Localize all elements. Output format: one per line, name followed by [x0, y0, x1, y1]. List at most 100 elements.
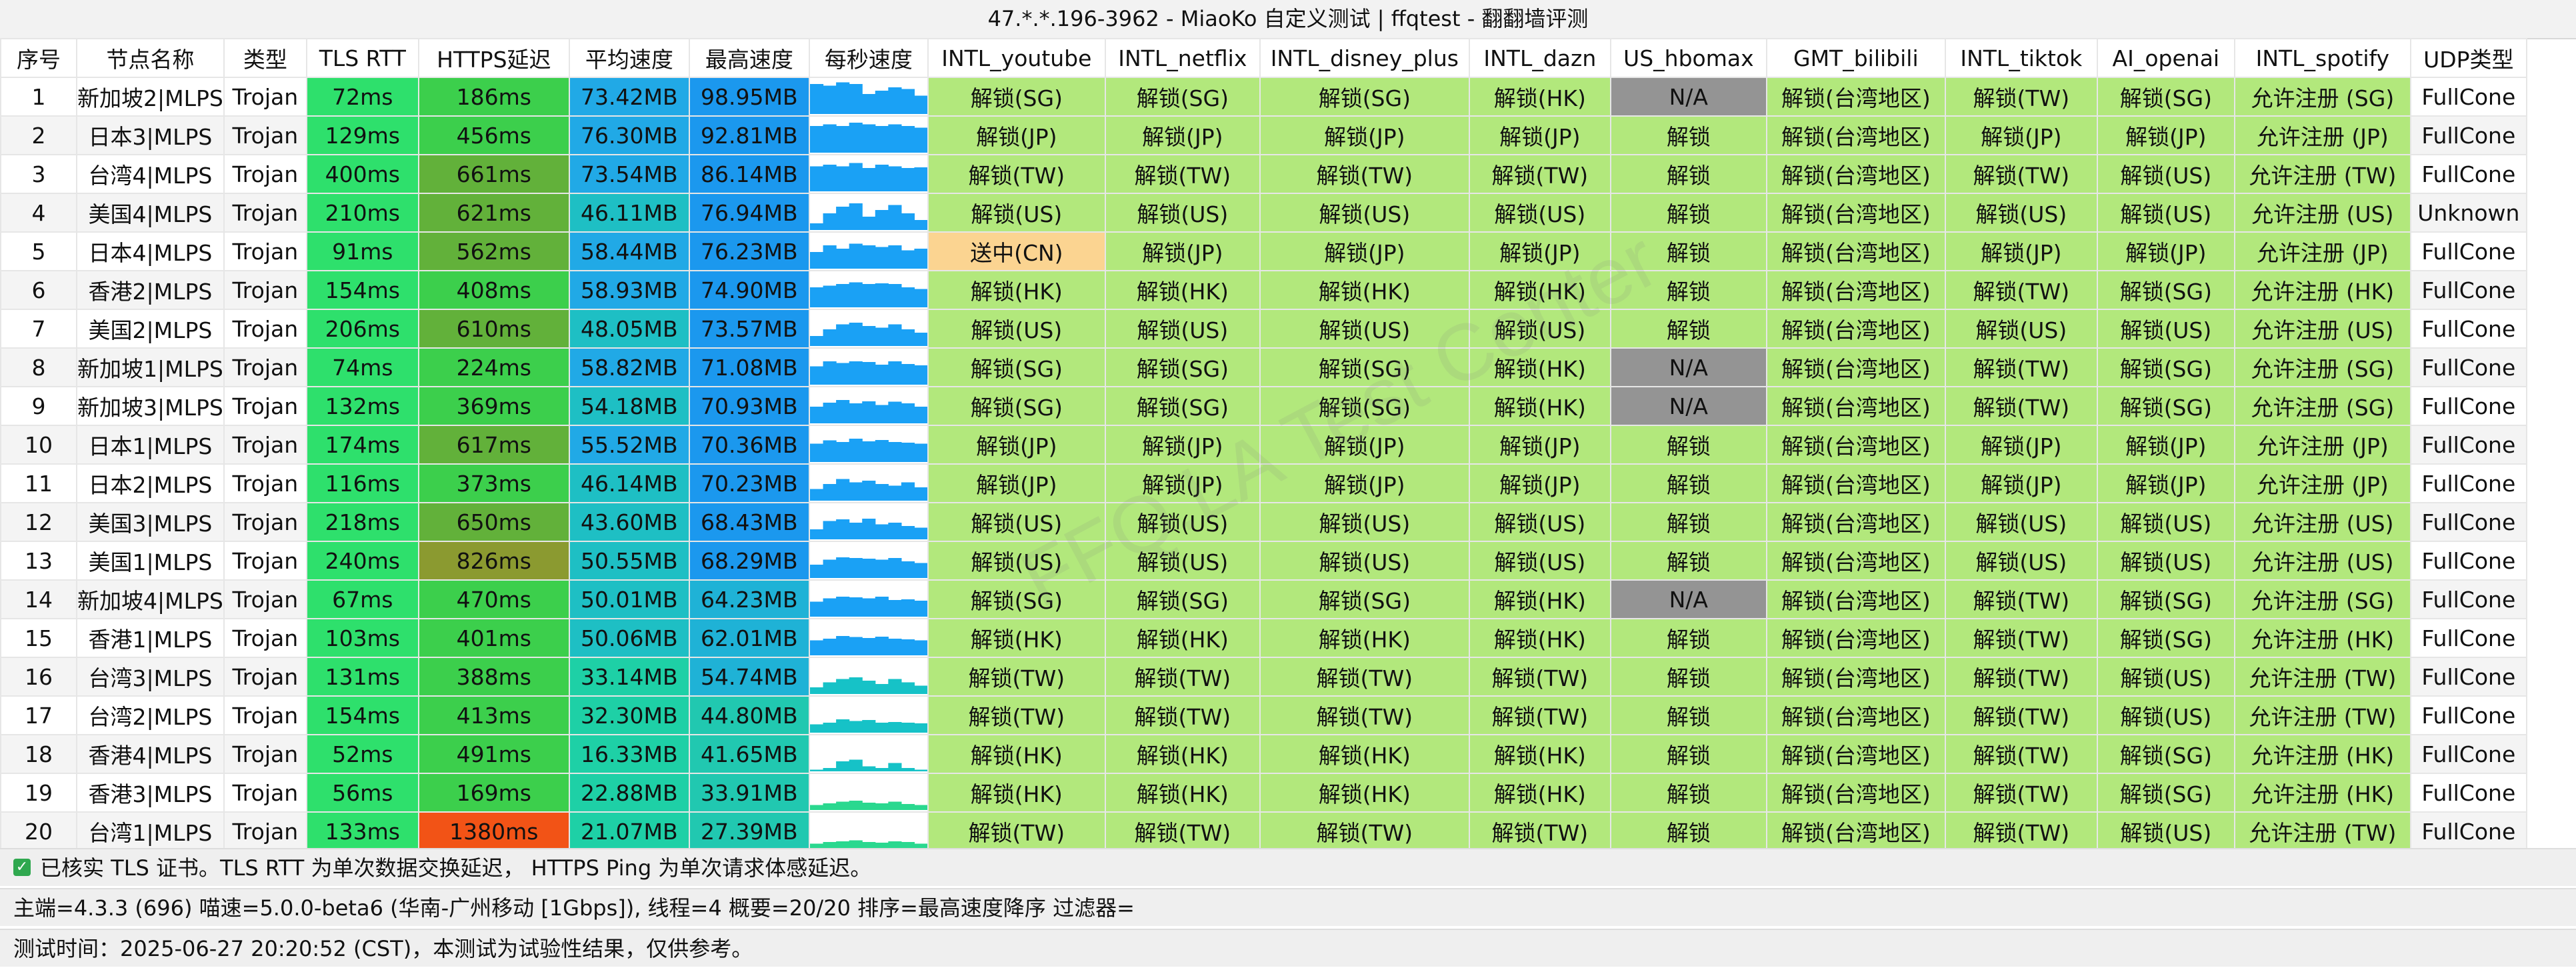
header-col-https-latency[interactable]: HTTPS延迟 — [417, 38, 570, 78]
cell-type: Trojan — [223, 193, 307, 233]
cell-gmt-bilibili: 解锁(台湾地区) — [1765, 541, 1946, 581]
speed-bar — [810, 769, 823, 771]
cell-max-speed: 44.80MB — [688, 695, 810, 735]
speed-bar — [875, 597, 889, 617]
speed-bar — [849, 558, 863, 578]
speed-bar — [862, 803, 876, 810]
header-col-speed-per-second[interactable]: 每秒速度 — [808, 38, 929, 78]
table-row[interactable]: 1 新加坡2|MLPS Trojan 72ms 186ms 73.42MB 98.95MB 解… — [0, 77, 2527, 117]
cell-index: 7 — [0, 309, 77, 349]
cell-index: 19 — [0, 773, 77, 813]
cell-gmt-bilibili: 解锁(台湾地区) — [1765, 579, 1946, 619]
speed-bar — [901, 842, 915, 849]
table-row[interactable]: 3 台湾4|MLPS Trojan 400ms 661ms 73.54MB 86.14MB 解… — [0, 154, 2527, 194]
cell-intl-youtube: 解锁(US) — [927, 309, 1106, 349]
cell-ai-openai: 解锁(SG) — [2096, 77, 2235, 117]
cell-tls-rtt: 56ms — [305, 773, 419, 813]
cell-node-name: 台湾2|MLPS — [76, 695, 225, 735]
cell-max-speed: 74.90MB — [688, 270, 810, 310]
cell-intl-disney-plus: 解锁(SG) — [1259, 579, 1470, 619]
speed-bar — [823, 85, 837, 114]
table-row[interactable]: 8 新加坡1|MLPS Trojan 74ms 224ms 58.82MB 71.08MB 解… — [0, 347, 2527, 387]
table-row[interactable]: 4 美国4|MLPS Trojan 210ms 621ms 46.11MB 76.94MB 解… — [0, 193, 2527, 233]
header-col-type[interactable]: 类型 — [223, 38, 307, 78]
cell-ai-openai: 解锁(US) — [2096, 657, 2235, 697]
cell-intl-spotify: 允许注册 (TW) — [2233, 154, 2411, 194]
speed-bar — [914, 443, 927, 462]
cell-intl-youtube: 解锁(HK) — [927, 734, 1106, 774]
speed-bar — [823, 639, 837, 655]
table-row[interactable]: 15 香港1|MLPS Trojan 103ms 401ms 50.06MB 62.01MB… — [0, 618, 2527, 658]
header-col-ai-openai[interactable]: AI_openai — [2096, 38, 2235, 78]
header-col-intl-youtube[interactable]: INTL_youtube — [927, 38, 1106, 78]
table-row[interactable]: 14 新加坡4|MLPS Trojan 67ms 470ms 50.01MB 64.23MB… — [0, 579, 2527, 619]
table-row[interactable]: 20 台湾1|MLPS Trojan 133ms 1380ms 21.07MB 27.39M… — [0, 811, 2527, 851]
table-row[interactable]: 11 日本2|MLPS Trojan 116ms 373ms 46.14MB 70.23MB… — [0, 463, 2527, 503]
speed-sparkline — [810, 677, 927, 694]
table-row[interactable]: 5 日本4|MLPS Trojan 91ms 562ms 58.44MB 76.23MB 送中… — [0, 231, 2527, 271]
cell-ai-openai: 解锁(US) — [2096, 309, 2235, 349]
table-row[interactable]: 17 台湾2|MLPS Trojan 154ms 413ms 32.30MB 44.80MB… — [0, 695, 2527, 735]
cell-tls-rtt: 240ms — [305, 541, 419, 581]
cell-us-hbomax: 解锁 — [1609, 811, 1767, 851]
cell-max-speed: 73.57MB — [688, 309, 810, 349]
speed-bar — [914, 127, 927, 153]
cell-intl-youtube: 解锁(TW) — [927, 811, 1106, 851]
header-col-max-speed[interactable]: 最高速度 — [688, 38, 810, 78]
speed-bar — [823, 285, 837, 307]
table-row[interactable]: 9 新加坡3|MLPS Trojan 132ms 369ms 54.18MB 70.93MB… — [0, 386, 2527, 426]
table-row[interactable]: 19 香港3|MLPS Trojan 56ms 169ms 22.88MB 33.91MB 解… — [0, 773, 2527, 813]
speed-sparkline — [810, 123, 927, 153]
speed-bar — [849, 759, 863, 771]
cell-intl-tiktok: 解锁(TW) — [1944, 734, 2098, 774]
header-col-gmt-bilibili[interactable]: GMT_bilibili — [1765, 38, 1946, 78]
cell-us-hbomax: 解锁 — [1609, 270, 1767, 310]
speed-bar — [823, 124, 837, 153]
header-col-node-name[interactable]: 节点名称 — [76, 38, 225, 78]
speed-bar — [849, 677, 863, 694]
cell-intl-disney-plus: 解锁(SG) — [1259, 386, 1470, 426]
cell-max-speed: 92.81MB — [688, 115, 810, 155]
header-col-tls-rtt[interactable]: TLS RTT — [305, 38, 419, 78]
table-row[interactable]: 12 美国3|MLPS Trojan 218ms 650ms 43.60MB 68.43MB… — [0, 502, 2527, 542]
cell-max-speed: 64.23MB — [688, 579, 810, 619]
speed-bar — [914, 769, 927, 771]
speed-sparkline — [810, 203, 927, 230]
table-row[interactable]: 6 香港2|MLPS Trojan 154ms 408ms 58.93MB 74.90MB 解… — [0, 270, 2527, 310]
cell-intl-disney-plus: 解锁(TW) — [1259, 695, 1470, 735]
header-col-udp-type[interactable]: UDP类型 — [2409, 38, 2527, 78]
speed-bar — [823, 245, 837, 269]
table-row[interactable]: 16 台湾3|MLPS Trojan 131ms 388ms 33.14MB 54.74MB… — [0, 657, 2527, 697]
header-col-intl-spotify[interactable]: INTL_spotify — [2233, 38, 2411, 78]
cell-node-name: 日本1|MLPS — [76, 425, 225, 465]
cell-tls-rtt: 52ms — [305, 734, 419, 774]
cell-node-name: 日本4|MLPS — [76, 231, 225, 271]
cell-intl-netflix: 解锁(HK) — [1104, 270, 1261, 310]
header-col-us-hbomax[interactable]: US_hbomax — [1609, 38, 1767, 78]
table-row[interactable]: 18 香港4|MLPS Trojan 52ms 491ms 16.33MB 41.65MB 解… — [0, 734, 2527, 774]
header-col-intl-dazn[interactable]: INTL_dazn — [1468, 38, 1611, 78]
header-col-avg-speed[interactable]: 平均速度 — [568, 38, 690, 78]
speed-bar — [849, 361, 863, 385]
header-col-index[interactable]: 序号 — [0, 38, 77, 78]
cell-udp-type: FullCone — [2409, 154, 2527, 194]
header-col-intl-tiktok[interactable]: INTL_tiktok — [1944, 38, 2098, 78]
cell-type: Trojan — [223, 231, 307, 271]
table-row[interactable]: 13 美国1|MLPS Trojan 240ms 826ms 50.55MB 68.29MB… — [0, 541, 2527, 581]
table-row[interactable]: 7 美国2|MLPS Trojan 206ms 610ms 48.05MB 73.57MB 解… — [0, 309, 2527, 349]
speed-sparkline — [810, 759, 927, 771]
speed-bar — [875, 637, 889, 655]
cell-intl-tiktok: 解锁(US) — [1944, 193, 2098, 233]
table-row[interactable]: 2 日本3|MLPS Trojan 129ms 456ms 76.30MB 92.81MB 解… — [0, 115, 2527, 155]
cell-intl-netflix: 解锁(TW) — [1104, 695, 1261, 735]
table-row[interactable]: 10 日本1|MLPS Trojan 174ms 617ms 55.52MB 70.36MB… — [0, 425, 2527, 465]
header-col-intl-netflix[interactable]: INTL_netflix — [1104, 38, 1261, 78]
speed-bar — [835, 126, 850, 153]
cell-gmt-bilibili: 解锁(台湾地区) — [1765, 773, 1946, 813]
cell-us-hbomax: 解锁 — [1609, 309, 1767, 349]
header-col-intl-disney-plus[interactable]: INTL_disney_plus — [1259, 38, 1470, 78]
speed-bar — [849, 123, 863, 153]
cell-intl-netflix: 解锁(JP) — [1104, 425, 1261, 465]
cell-type: Trojan — [223, 347, 307, 387]
cell-intl-dazn: 解锁(JP) — [1468, 231, 1611, 271]
